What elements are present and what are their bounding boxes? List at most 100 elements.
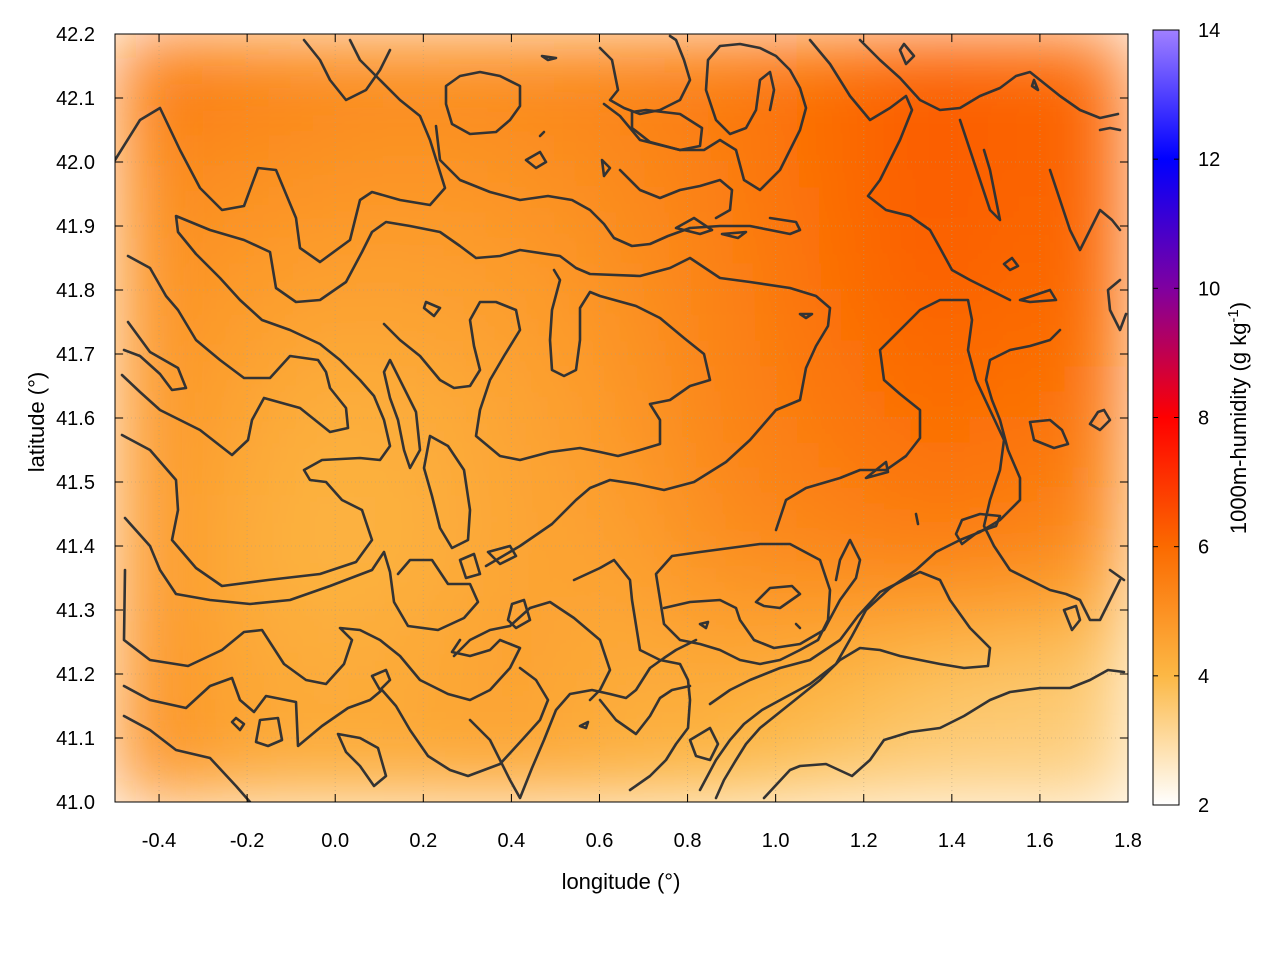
heatmap-cell (796, 263, 821, 291)
heatmap-cell (312, 749, 337, 778)
heatmap-cell (378, 161, 403, 189)
heatmap-cell (1105, 135, 1128, 163)
heatmap-cell (356, 673, 381, 701)
heatmap-cell (730, 289, 755, 317)
heatmap-cell (928, 442, 953, 471)
heatmap-cell (884, 365, 909, 394)
heatmap-cell (224, 417, 249, 445)
heatmap-cell (884, 673, 909, 701)
colorbar-tick-label: 4 (1198, 666, 1209, 688)
heatmap-cell (1105, 161, 1128, 189)
heatmap-cell (466, 263, 491, 291)
heatmap-cell (752, 135, 777, 163)
heatmap-cell (1105, 442, 1128, 471)
heatmap-cell (598, 391, 623, 419)
heatmap-cell (950, 545, 975, 573)
contour-line (688, 726, 720, 762)
heatmap-cell (906, 186, 931, 215)
heatmap-cell (576, 545, 601, 573)
heatmap-cell (202, 109, 227, 138)
heatmap-cell (774, 186, 799, 215)
heatmap-cell (642, 34, 667, 61)
heatmap-cell (466, 84, 491, 112)
heatmap-cell (510, 493, 535, 522)
heatmap-cell (576, 237, 601, 266)
heatmap-cell (994, 314, 1019, 343)
heatmap-cell (202, 673, 227, 701)
heatmap-cell (752, 186, 777, 215)
heatmap-cell (488, 775, 513, 802)
heatmap-cell (1060, 775, 1085, 802)
heatmap-cell (378, 468, 403, 496)
heatmap-cell (334, 519, 359, 547)
heatmap-cell (576, 135, 601, 163)
heatmap-cell (356, 161, 381, 189)
heatmap-cell (422, 775, 447, 802)
heatmap-cell (686, 289, 711, 317)
heatmap-cell (180, 289, 205, 317)
heatmap-cell (994, 724, 1019, 752)
heatmap-cell (268, 84, 293, 112)
contour-line (336, 732, 388, 788)
heatmap-cell (334, 442, 359, 471)
heatmap-cell (444, 58, 469, 87)
heatmap-cell (598, 340, 623, 368)
heatmap-cell (1038, 647, 1063, 675)
heatmap-cell (246, 135, 271, 163)
x-tick-label: 1.8 (1114, 830, 1142, 852)
heatmap-cell (115, 570, 138, 599)
heatmap-cell (136, 58, 160, 87)
heatmap-cell (1083, 263, 1107, 291)
heatmap-cell (752, 749, 777, 778)
heatmap-cell (202, 493, 227, 522)
heatmap-cell (620, 493, 645, 522)
heatmap-cell (598, 519, 623, 547)
heatmap-cell (1016, 391, 1041, 419)
heatmap-cell (598, 58, 623, 87)
colorbar-tick-label: 6 (1198, 537, 1209, 559)
heatmap-cell (1060, 468, 1085, 496)
heatmap-cell (510, 468, 535, 496)
heatmap-cell (488, 84, 513, 112)
heatmap-cell (400, 84, 425, 112)
heatmap-cell (290, 698, 315, 727)
heatmap-cell (1016, 314, 1041, 343)
heatmap-cell (1105, 493, 1128, 522)
heatmap-cell (224, 724, 249, 752)
heatmap-cell (378, 135, 403, 163)
heatmap-cell (620, 365, 645, 394)
heatmap-cell (642, 340, 667, 368)
heatmap-cell (840, 673, 865, 701)
heatmap-cell (1016, 647, 1041, 675)
heatmap-cell (1105, 519, 1128, 547)
heatmap-cell (642, 212, 667, 240)
heatmap-cell (576, 647, 601, 675)
heatmap-cell (862, 417, 887, 445)
heatmap-cell (180, 621, 205, 650)
heatmap-cell (290, 289, 315, 317)
heatmap-cell (400, 673, 425, 701)
heatmap-cell (136, 135, 160, 163)
heatmap-cell (554, 570, 579, 599)
heatmap-cell (1016, 775, 1041, 802)
heatmap-cell (598, 749, 623, 778)
heatmap-cell (444, 775, 469, 802)
heatmap-cell (818, 212, 843, 240)
contour-line (1108, 568, 1126, 582)
heatmap-cell (400, 724, 425, 752)
heatmap-cell (664, 161, 689, 189)
heatmap-cell (1105, 237, 1128, 266)
heatmap-cell (1038, 698, 1063, 727)
heatmap-cell (290, 109, 315, 138)
heatmap-cell (972, 212, 997, 240)
heatmap-cell (972, 237, 997, 266)
heatmap-cell (378, 365, 403, 394)
heatmap-cell (290, 417, 315, 445)
heatmap-cell (1060, 109, 1085, 138)
heatmap-cell (818, 417, 843, 445)
heatmap-cell (972, 647, 997, 675)
heatmap-cell (774, 84, 799, 112)
heatmap-cell (752, 340, 777, 368)
heatmap-cell (1016, 34, 1041, 61)
contour-line (618, 168, 734, 220)
